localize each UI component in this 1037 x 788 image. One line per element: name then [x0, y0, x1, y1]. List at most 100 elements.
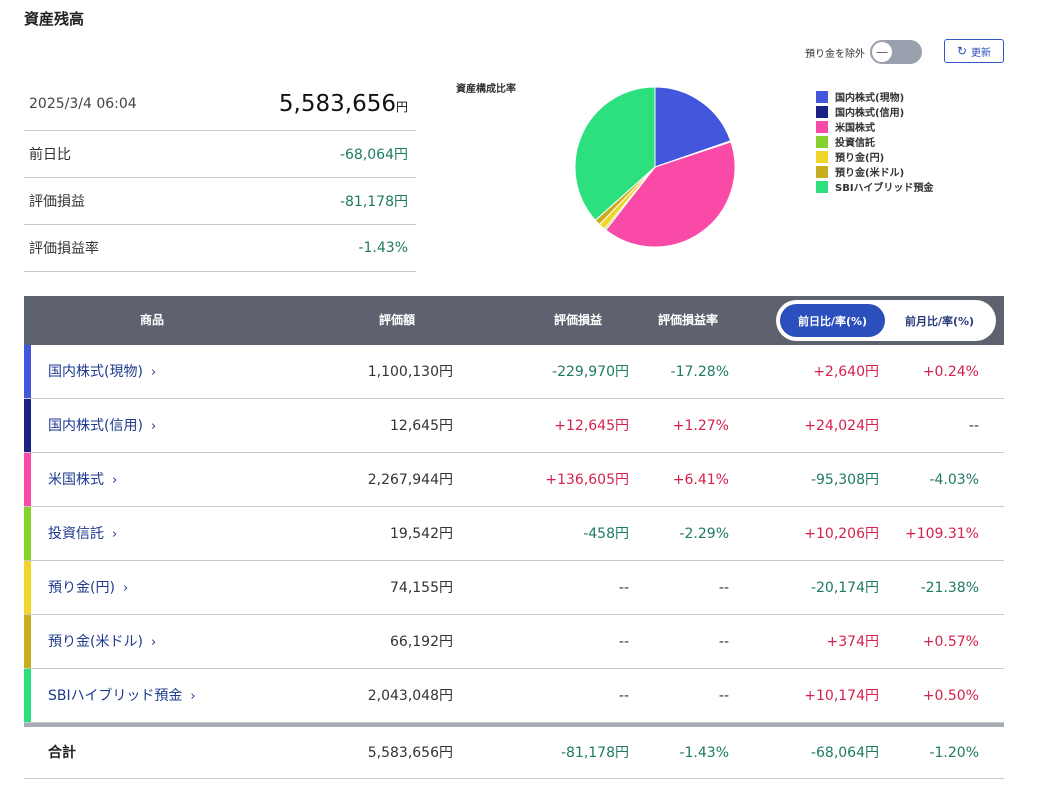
header-pnl-rate: 評価損益率 [658, 313, 719, 327]
product-link[interactable]: 預り金(円) › [48, 561, 128, 615]
legend-swatch [816, 180, 828, 193]
table-row: 国内株式(現物) › 1,100,130円 -229,970円 -17.28% +2,64… [24, 345, 1004, 399]
category-color-bar [24, 669, 31, 722]
legend-entry: 投資信託 [816, 134, 933, 149]
pnl-rate-cell: +6.41% [672, 472, 729, 488]
summary-value: -1.43% [358, 240, 408, 256]
summary-total-row: 2025/3/4 06:04 5,583,656円 [24, 78, 416, 131]
change-period-toggle: 前日比/率(%) 前月比/率(%) [776, 300, 996, 341]
valuation-cell: 1,100,130円 [367, 364, 453, 380]
day-rate-cell: +0.57% [922, 634, 979, 650]
legend-label: 預り金(米ドル) [835, 168, 905, 179]
summary-value: -68,064円 [339, 147, 408, 163]
legend-label: 国内株式(信用) [835, 108, 905, 119]
legend-entry: 国内株式(現物) [816, 89, 933, 104]
legend-entry: 預り金(米ドル) [816, 164, 933, 179]
legend-entry: 米国株式 [816, 119, 933, 134]
exclude-deposit-control: 預り金を除外 — [805, 40, 922, 64]
total-day-rate: -1.20% [929, 745, 979, 761]
tab-month-change[interactable]: 前月比/率(%) [904, 314, 975, 328]
product-name: 国内株式(現物) [48, 364, 143, 380]
day-change-cell: +24,024円 [804, 418, 879, 434]
legend-swatch [816, 105, 828, 118]
legend-swatch [816, 150, 828, 163]
tab-day-change[interactable]: 前日比/率(%) [780, 304, 885, 337]
table-header: 商品 評価額 評価損益 評価損益率 前日比/率(%) 前月比/率(%) [24, 296, 1004, 345]
total-day-change: -68,064円 [810, 745, 879, 761]
product-name: SBIハイブリッド預金 [48, 688, 183, 704]
pnl-rate-cell: -- [718, 688, 729, 704]
refresh-button[interactable]: ↻ 更新 [944, 39, 1004, 63]
legend-entry: 預り金(円) [816, 149, 933, 164]
legend-swatch [816, 165, 828, 178]
chevron-right-icon: › [150, 635, 157, 650]
product-link[interactable]: 預り金(米ドル) › [48, 615, 156, 669]
summary-row-pnl-rate: 評価損益率 -1.43% [24, 225, 416, 272]
day-change-cell: +374円 [826, 634, 879, 650]
total-divider [24, 723, 1004, 727]
pnl-rate-cell: -- [718, 634, 729, 650]
day-change-cell: +10,206円 [804, 526, 879, 542]
table-body: 国内株式(現物) › 1,100,130円 -229,970円 -17.28% +2,64… [24, 345, 1004, 723]
product-link[interactable]: SBIハイブリッド預金 › [48, 669, 196, 723]
category-color-bar [24, 453, 31, 506]
summary-datetime: 2025/3/4 06:04 [29, 96, 137, 112]
day-change-cell: -20,174円 [810, 580, 879, 596]
pnl-cell: -458円 [583, 526, 629, 542]
product-name: 国内株式(信用) [48, 418, 143, 434]
day-rate-cell: -- [968, 418, 979, 434]
exclude-deposit-toggle[interactable]: — [870, 40, 922, 64]
day-rate-cell: -21.38% [920, 580, 979, 596]
table-row: 預り金(米ドル) › 66,192円 -- -- +374円 +0.57% [24, 615, 1004, 669]
table-row: 投資信託 › 19,542円 -458円 -2.29% +10,206円 +109.31% [24, 507, 1004, 561]
legend-entry: SBIハイブリッド預金 [816, 179, 933, 194]
refresh-label: 更新 [971, 47, 992, 59]
pnl-rate-cell: -- [718, 580, 729, 596]
pnl-rate-cell: -17.28% [670, 364, 729, 380]
day-rate-cell: -4.03% [929, 472, 979, 488]
product-link[interactable]: 米国株式 › [48, 453, 117, 507]
pnl-cell: -- [618, 634, 629, 650]
asset-pie-chart [574, 86, 736, 248]
category-color-bar [24, 507, 31, 560]
valuation-cell: 19,542円 [390, 526, 453, 542]
summary-row-day-change: 前日比 -68,064円 [24, 131, 416, 178]
summary-value: -81,178円 [339, 194, 408, 210]
page-title: 資産残高 [24, 10, 85, 28]
product-link[interactable]: 投資信託 › [48, 507, 117, 561]
table-row: 預り金(円) › 74,155円 -- -- -20,174円 -21.38% [24, 561, 1004, 615]
summary-total-value: 5,583,656 [278, 91, 396, 117]
toggle-minus-icon: — [872, 42, 892, 62]
total-label: 合計 [48, 745, 76, 761]
day-change-cell: -95,308円 [810, 472, 879, 488]
category-color-bar [24, 399, 31, 452]
legend-entry: 国内株式(信用) [816, 104, 933, 119]
summary-total-unit: 円 [395, 100, 408, 114]
pnl-cell: -229,970円 [552, 364, 629, 380]
total-pnl: -81,178円 [560, 745, 629, 761]
pnl-rate-cell: +1.27% [672, 418, 729, 434]
valuation-cell: 2,267,944円 [367, 472, 453, 488]
legend-label: SBIハイブリッド預金 [835, 183, 934, 194]
pie-slice [574, 86, 656, 221]
day-rate-cell: +109.31% [904, 526, 979, 542]
summary-row-pnl: 評価損益 -81,178円 [24, 178, 416, 225]
exclude-deposit-label: 預り金を除外 [805, 48, 865, 60]
valuation-cell: 66,192円 [390, 634, 453, 650]
product-name: 預り金(円) [48, 580, 115, 596]
chevron-right-icon: › [150, 419, 157, 434]
header-valuation: 評価額 [379, 313, 416, 327]
table-row: 国内株式(信用) › 12,645円 +12,645円 +1.27% +24,024円 -- [24, 399, 1004, 453]
total-valuation: 5,583,656円 [367, 745, 453, 761]
balance-summary: 2025/3/4 06:04 5,583,656円 前日比 -68,064円 評… [24, 78, 416, 272]
chart-title: 資産構成比率 [456, 84, 516, 95]
legend-swatch [816, 90, 828, 103]
product-link[interactable]: 国内株式(信用) › [48, 399, 156, 453]
table-row: SBIハイブリッド預金 › 2,043,048円 -- -- +10,174円 +0.50% [24, 669, 1004, 723]
valuation-cell: 12,645円 [390, 418, 453, 434]
table-row: 米国株式 › 2,267,944円 +136,605円 +6.41% -95,308円 -4… [24, 453, 1004, 507]
valuation-cell: 2,043,048円 [367, 688, 453, 704]
table-total-row: 合計 5,583,656円 -81,178円 -1.43% -68,064円 -… [24, 727, 1004, 779]
product-link[interactable]: 国内株式(現物) › [48, 345, 156, 399]
legend-label: 預り金(円) [835, 153, 885, 164]
